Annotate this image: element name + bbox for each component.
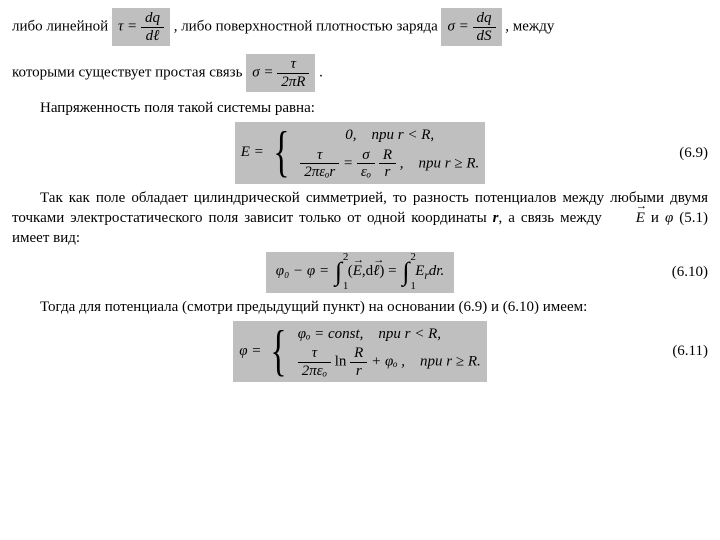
brace2-icon: { [271, 328, 287, 376]
paragraph-5: Тогда для потенциала (смотри предыдущий … [12, 297, 708, 317]
paragraph-1: либо линейной τ = dq dℓ , либо поверхнос… [12, 8, 708, 46]
integral-1-icon: 2 ∫ 1 [335, 260, 342, 283]
vector-l-icon: ℓ [373, 261, 379, 281]
eq-rel-den: 2πR [277, 74, 309, 91]
paragraph-2: которыми существует простая связь σ = τ … [12, 54, 708, 92]
equation-6-10-line: φ₀ − φ = 2 ∫ 1 (E,dℓ) = 2 ∫ 1 Erdr. (6.1… [12, 252, 708, 292]
eq611-ln-den: r [350, 363, 367, 380]
eq-sigma-den: dS [473, 28, 496, 45]
eq69-f2b-den: r [379, 164, 396, 181]
eq611-lhs: φ = [239, 343, 261, 359]
paragraph-3: Напряженность поля такой системы равна: [12, 98, 708, 118]
eq611-ln-num: R [350, 345, 367, 363]
eq69-lhs: E = [241, 144, 264, 160]
p2a: которыми существует простая связь [12, 64, 246, 80]
p2b: . [319, 64, 323, 80]
p4c: и [645, 210, 665, 226]
vector-E-icon: E [608, 208, 645, 228]
eq610-number: (6.10) [672, 262, 708, 282]
eq610-lhs: φ₀ − φ = [276, 263, 333, 279]
eq-inline-sigma: σ = dq dS [441, 8, 501, 46]
eq69-number: (6.9) [679, 143, 708, 163]
eq-sigma-lhs: σ = [447, 18, 468, 34]
eq611-number: (6.11) [672, 341, 708, 361]
eq69-f1-den: 2πεₒr [300, 164, 339, 181]
eq69-f2b-num: R [379, 147, 396, 165]
p1b: , либо поверхностной плотностью заряда [174, 18, 442, 34]
equation-6-10: φ₀ − φ = 2 ∫ 1 (E,dℓ) = 2 ∫ 1 Erdr. [266, 252, 454, 292]
eq-tau-lhs: τ = [118, 18, 137, 34]
equation-6-11: φ = { φₒ = const, при r < R, τ 2πεₒ ln R… [233, 321, 487, 382]
brace-icon: { [273, 129, 289, 177]
eq69-row2: τ 2πεₒr = σ εₒ R r , при r ≥ R. [300, 147, 479, 181]
eq610-rhs-b: dr. [429, 263, 444, 279]
eq-inline-tau: τ = dq dℓ [112, 8, 170, 46]
eq69-f1-num: τ [300, 147, 339, 165]
eq611-row1: φₒ = const, при r < R, [298, 324, 481, 344]
p4-phi: φ [665, 210, 673, 226]
eq-rel-lhs: σ = [252, 64, 273, 80]
eq69-f2a-num: σ [357, 147, 375, 165]
eq-tau-num: dq [141, 10, 164, 28]
vector-E2-icon: E [353, 261, 362, 281]
paragraph-4: Так как поле обладает цилиндрической сим… [12, 188, 708, 249]
equation-6-9: E = { 0, при r < R, τ 2πεₒr = σ εₒ R [235, 122, 485, 183]
eq611-tail: + φₒ , при r ≥ R. [371, 354, 481, 370]
equation-6-9-line: E = { 0, при r < R, τ 2πεₒr = σ εₒ R [12, 122, 708, 183]
eq-inline-rel: σ = τ 2πR [246, 54, 315, 92]
eq69-mid: = [343, 155, 357, 171]
p1a: либо линейной [12, 18, 112, 34]
eq-sigma-num: dq [473, 10, 496, 28]
eq611-f1-num: τ [298, 345, 331, 363]
equation-6-11-line: φ = { φₒ = const, при r < R, τ 2πεₒ ln R… [12, 321, 708, 382]
eq69-f2a-den: εₒ [357, 164, 375, 181]
eq-tau-den: dℓ [141, 28, 164, 45]
p4b: , а связь между [499, 210, 608, 226]
eq610-rhs-E: E [415, 263, 424, 279]
eq-rel-num: τ [277, 56, 309, 74]
eq611-ln: ln [335, 354, 350, 370]
p1c: , между [505, 18, 554, 34]
eq611-f1-den: 2πεₒ [298, 363, 331, 380]
eq69-row1: 0, при r < R, [300, 125, 479, 145]
eq611-row2: τ 2πεₒ ln R r + φₒ , при r ≥ R. [298, 345, 481, 379]
integral-2-icon: 2 ∫ 1 [402, 260, 409, 283]
eq69-tail: , при r ≥ R. [400, 155, 479, 171]
